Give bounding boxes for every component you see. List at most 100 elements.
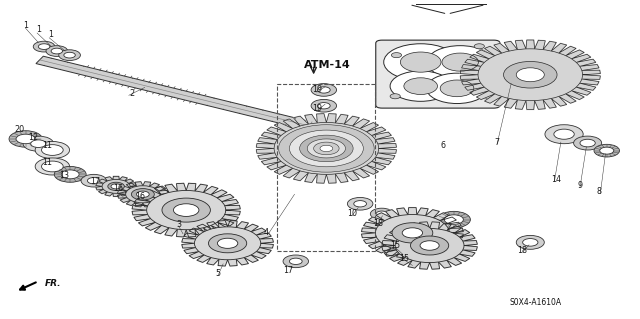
Circle shape [317,87,330,93]
Circle shape [88,178,100,184]
Polygon shape [132,183,240,237]
Text: 5: 5 [216,270,221,278]
Text: 19: 19 [312,104,322,113]
Text: 20: 20 [14,125,24,134]
FancyBboxPatch shape [376,40,500,108]
Text: 17: 17 [283,266,293,275]
Circle shape [404,78,438,94]
Text: 14: 14 [551,174,561,184]
Circle shape [410,236,449,255]
Circle shape [504,62,557,88]
Polygon shape [96,176,136,197]
Circle shape [554,129,574,139]
Circle shape [594,144,620,157]
Circle shape [314,142,339,155]
Text: 15: 15 [390,241,400,250]
Text: 11: 11 [42,141,52,150]
Text: 9: 9 [577,181,582,190]
Circle shape [516,235,544,249]
Circle shape [376,211,388,217]
Text: 11: 11 [42,158,52,167]
Circle shape [392,223,433,243]
Polygon shape [36,56,337,135]
Circle shape [102,179,130,193]
Circle shape [173,204,199,216]
Text: 18: 18 [374,219,383,228]
Circle shape [311,100,337,112]
Circle shape [402,228,422,238]
Text: 7: 7 [495,137,500,147]
Circle shape [573,136,602,150]
Circle shape [42,145,63,155]
Circle shape [136,191,149,197]
Polygon shape [362,208,463,258]
Circle shape [580,139,595,147]
Circle shape [478,49,582,101]
Circle shape [354,201,367,207]
Circle shape [61,170,79,179]
Circle shape [444,215,463,224]
Circle shape [376,214,449,251]
Circle shape [401,52,441,72]
Circle shape [38,44,50,49]
Circle shape [23,136,54,151]
Text: 3: 3 [176,220,181,229]
Circle shape [320,145,333,152]
Circle shape [427,46,493,78]
Polygon shape [382,222,477,269]
Text: 2: 2 [129,89,134,98]
Circle shape [162,198,211,222]
Circle shape [218,238,238,249]
Text: 8: 8 [596,187,602,196]
Text: 10: 10 [347,209,357,219]
Circle shape [390,94,400,99]
Text: 6: 6 [440,141,445,150]
Circle shape [111,184,121,189]
Circle shape [392,53,401,58]
Circle shape [64,52,76,58]
Circle shape [420,241,439,250]
Circle shape [307,139,346,158]
Circle shape [9,131,42,147]
Polygon shape [257,114,396,183]
Circle shape [390,71,451,101]
Text: 18: 18 [518,246,527,255]
Text: 16: 16 [135,192,145,201]
Text: 16: 16 [113,184,123,193]
Circle shape [481,94,491,99]
Circle shape [371,208,394,219]
Circle shape [59,50,81,61]
Text: 1: 1 [49,30,54,39]
Circle shape [147,190,226,230]
Circle shape [437,211,470,228]
Circle shape [289,130,364,167]
Text: 13: 13 [59,171,69,181]
Circle shape [523,239,538,246]
Circle shape [348,197,373,210]
Circle shape [311,84,337,96]
Circle shape [516,68,544,82]
Circle shape [384,44,458,80]
Circle shape [274,122,379,174]
Circle shape [31,140,46,147]
Circle shape [474,44,484,49]
Circle shape [442,53,479,71]
Text: ATM-14: ATM-14 [304,60,351,70]
Circle shape [300,135,353,162]
Text: 15: 15 [399,254,409,263]
Text: 1: 1 [36,25,41,34]
Circle shape [46,46,68,56]
Circle shape [16,134,35,144]
Polygon shape [118,182,168,207]
Circle shape [51,48,63,54]
Circle shape [426,73,488,104]
Polygon shape [182,220,273,266]
Circle shape [33,41,55,52]
Text: S0X4-A1610A: S0X4-A1610A [509,298,561,307]
Circle shape [440,80,474,97]
Circle shape [289,258,302,264]
Circle shape [54,167,86,182]
Circle shape [545,125,583,144]
Text: 1: 1 [23,21,28,30]
Circle shape [209,234,246,253]
